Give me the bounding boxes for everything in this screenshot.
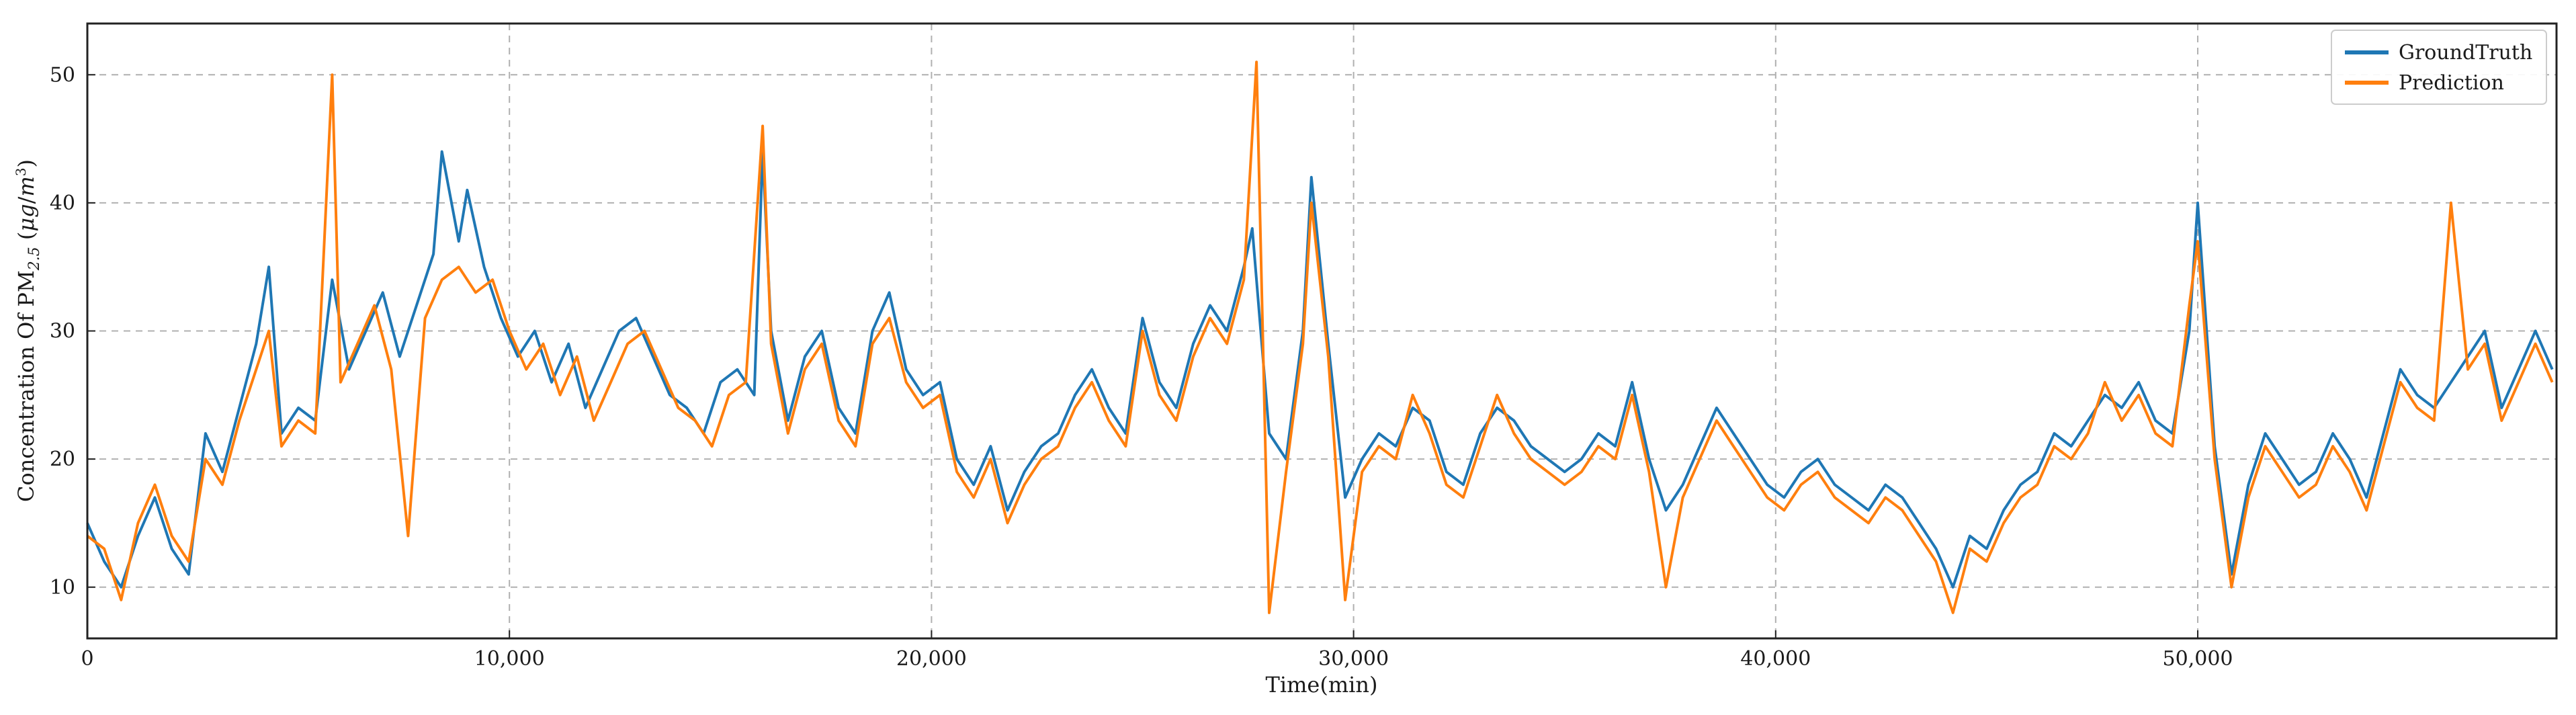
legend-box (2331, 30, 2547, 105)
y-tick-label-1: 20 (50, 448, 75, 471)
y-tick-label-0: 10 (50, 576, 75, 599)
series-line-prediction (86, 60, 2554, 614)
x-tick-label-3: 30,000 (1318, 647, 1389, 671)
legend-label-groundtruth: GroundTruth (2399, 41, 2532, 65)
y-axis-title-paren-close: ) (13, 159, 39, 167)
y-axis-title-unit-exp: 3 (13, 167, 29, 176)
x-axis-title: Time(min) (1265, 672, 1377, 698)
y-tick-label-4: 50 (50, 63, 75, 87)
axis-ticks: 0 10,000 20,000 30,000 40,000 50,000 10 20 30 40 5… (50, 63, 2233, 671)
y-axis-title-prefix: Concentration Of PM (13, 270, 39, 502)
legend: GroundTruth Prediction (2331, 30, 2547, 105)
y-axis-title-unit-mu: μg (13, 204, 39, 231)
x-tick-label-5: 50,000 (2163, 647, 2233, 671)
y-tick-label-3: 40 (50, 192, 75, 215)
x-tick-label-4: 40,000 (1740, 647, 1811, 671)
y-axis-title-subscript: 2.5 (26, 247, 43, 271)
legend-label-prediction: Prediction (2399, 71, 2504, 95)
x-tick-label-1: 10,000 (474, 647, 545, 671)
y-axis-title-unit-slash: / (13, 196, 39, 204)
series-lines (86, 60, 2554, 614)
y-axis-title-paren-open: ( (13, 232, 39, 247)
y-axis-title: Concentration Of PM2.5 (μg/m3) (13, 159, 43, 502)
x-tick-label-2: 20,000 (896, 647, 967, 671)
y-axis-title-unit-m: m (13, 176, 39, 196)
x-tick-label-0: 0 (81, 647, 93, 671)
grid-lines (87, 24, 2557, 638)
y-tick-label-2: 30 (50, 320, 75, 343)
